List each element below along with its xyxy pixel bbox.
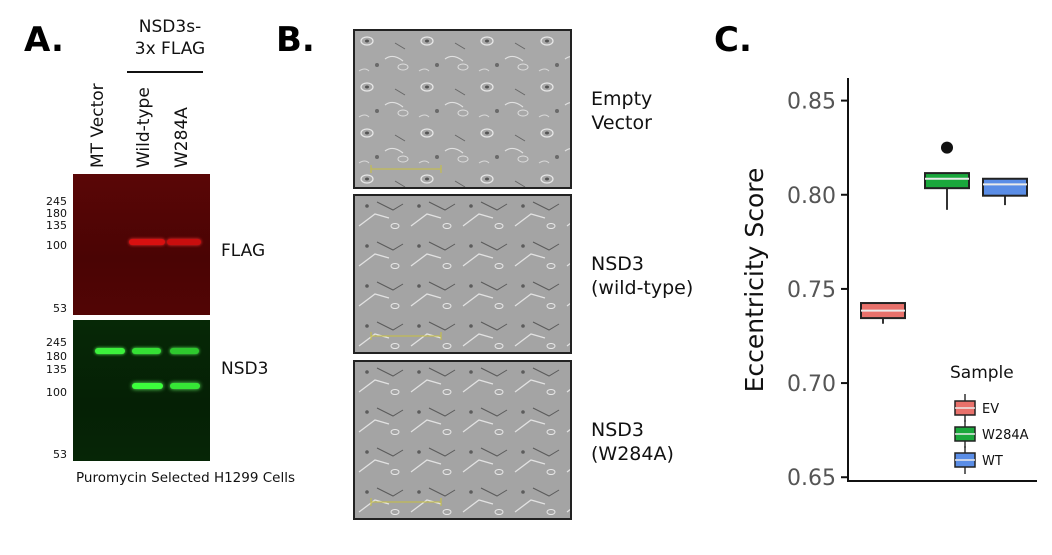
condition-2-line2: (wild-type) — [591, 277, 694, 299]
nsd3-band-flag-wt — [132, 383, 163, 389]
legend: Sample EV W284A WT — [950, 363, 1029, 474]
box-w284a — [924, 141, 970, 210]
condition-3-line2: (W284A) — [591, 443, 674, 465]
marker-180-nsd3: 180 — [46, 350, 67, 363]
box-body — [924, 172, 970, 190]
nsd3-band-full-mt — [95, 348, 125, 354]
flag-blot-label: FLAG — [221, 241, 266, 261]
flag-group-label-line2: 3x FLAG — [134, 39, 206, 59]
marker-100-flag: 100 — [46, 239, 67, 252]
flag-group-label-line1: NSD3s- — [138, 17, 202, 37]
marker-245-nsd3: 245 — [46, 336, 67, 349]
lane-label-wild-type: Wild-type — [134, 87, 154, 168]
condition-label-3: NSD3 (W284A) — [591, 418, 674, 466]
panel-a-label: A. — [24, 20, 64, 60]
blot-caption: Puromycin Selected H1299 Cells — [76, 470, 296, 486]
y-ticks: 0.65 0.70 0.75 0.80 0.85 — [787, 90, 848, 490]
legend-entry-wt: WT — [982, 454, 1003, 469]
flag-band-w284a — [167, 239, 201, 245]
plot-axes — [847, 78, 1037, 482]
condition-3-line1: NSD3 — [591, 419, 644, 441]
y-tick-label: 0.85 — [787, 90, 836, 115]
nsd3-band-full-w284a — [170, 348, 199, 354]
outlier-point — [941, 141, 953, 154]
box-series — [860, 141, 1028, 324]
nsd3-blot-label: NSD3 — [221, 359, 269, 379]
marker-135-nsd3: 135 — [46, 363, 67, 376]
y-tick-label: 0.80 — [787, 184, 836, 209]
micrograph-empty-vector — [353, 29, 572, 189]
flag-western-blot — [73, 174, 210, 315]
flag-group-label: NSD3s- 3x FLAG — [118, 16, 222, 60]
legend-entry-w284a: W284A — [982, 428, 1029, 443]
marker-53-flag: 53 — [53, 302, 67, 315]
condition-label-2: NSD3 (wild-type) — [591, 252, 693, 300]
legend-title: Sample — [950, 363, 1014, 383]
condition-1-line2: Vector — [591, 112, 652, 134]
micrograph-nsd3-wild-type — [353, 194, 572, 354]
marker-180-flag: 180 — [46, 207, 67, 220]
eccentricity-boxplot: 0.650.700.750.800.85 Eccentricity Score … — [740, 78, 1037, 490]
box-ev — [860, 302, 906, 324]
y-tick-label: 0.65 — [787, 466, 836, 490]
nsd3-western-blot — [73, 320, 210, 461]
condition-2-line1: NSD3 — [591, 253, 644, 275]
lane-label-w284a: W284A — [172, 107, 192, 168]
flag-band-wild-type — [129, 239, 165, 245]
box-body — [982, 177, 1028, 197]
nsd3-band-flag-w284a — [170, 383, 200, 389]
group-underline — [127, 71, 203, 73]
legend-entry-ev: EV — [982, 402, 999, 417]
panel-c-label: C. — [714, 20, 752, 60]
marker-135-flag: 135 — [46, 219, 67, 232]
condition-1-line1: Empty — [591, 88, 653, 110]
y-axis-title: Eccentricity Score — [740, 168, 769, 393]
marker-53-nsd3: 53 — [53, 448, 67, 461]
nsd3-band-full-wt — [132, 348, 161, 354]
marker-245-flag: 245 — [46, 195, 67, 208]
condition-label-1: Empty Vector — [591, 87, 652, 135]
panel-b-label: B. — [276, 20, 315, 60]
box-wt — [982, 177, 1028, 206]
y-tick-label: 0.75 — [787, 278, 836, 303]
marker-100-nsd3: 100 — [46, 386, 67, 399]
micrograph-nsd3-w284a — [353, 360, 572, 520]
y-tick-label: 0.70 — [787, 372, 836, 397]
lane-label-mt-vector: MT Vector — [88, 83, 108, 168]
